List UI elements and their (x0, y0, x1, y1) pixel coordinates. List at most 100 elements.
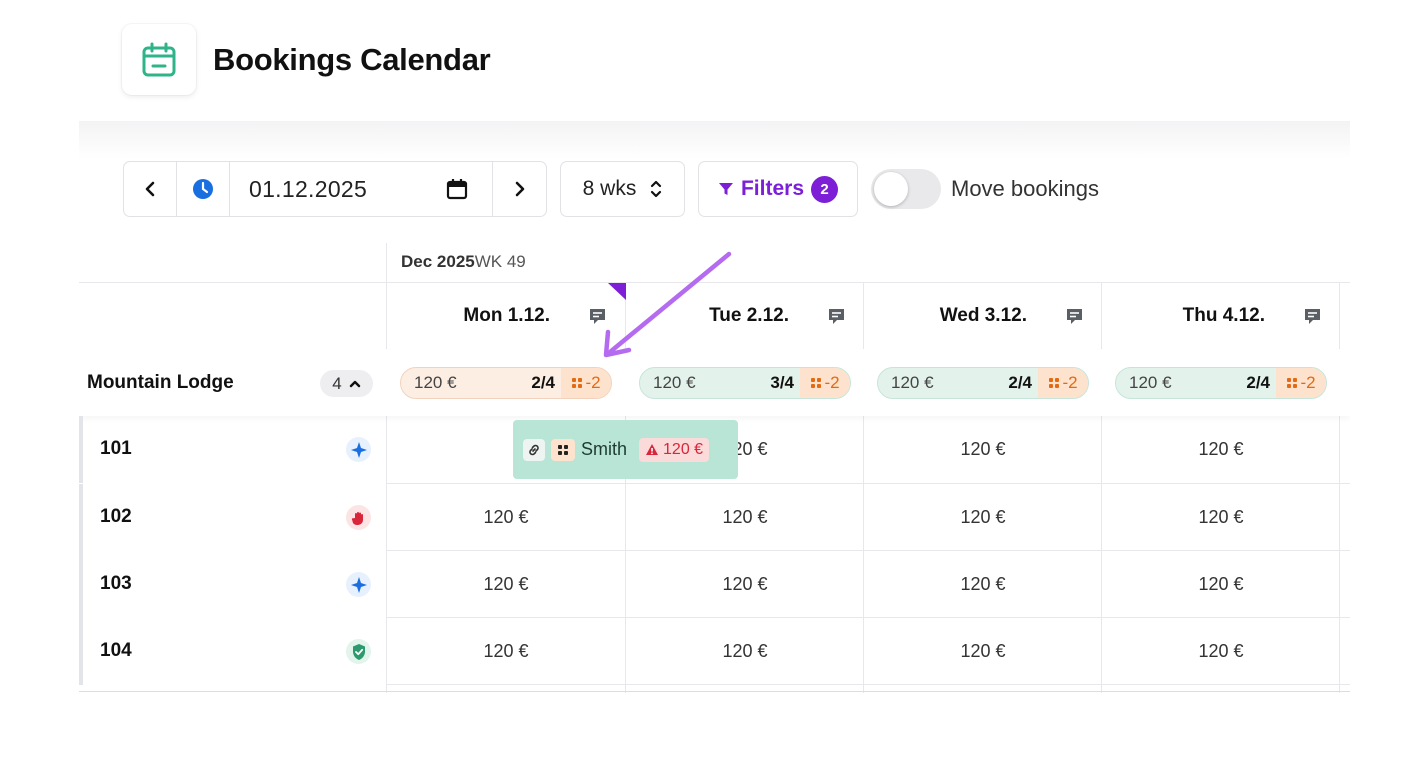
app-header: Bookings Calendar (122, 24, 491, 95)
grid-column-line (386, 243, 387, 693)
occupancy-price: 120 € (653, 373, 696, 392)
group-collapse-button[interactable]: 4 (320, 370, 373, 397)
day-label: Mon 1.12. (463, 305, 550, 326)
group-count: 4 (332, 373, 342, 393)
price-cell[interactable]: 120 € (722, 641, 768, 661)
price-cell[interactable]: 120 € (722, 574, 768, 594)
price-cell[interactable]: 120 € (722, 507, 768, 527)
price-cell[interactable]: 120 € (483, 507, 529, 527)
grid-dots-icon (1049, 378, 1060, 388)
day-label: Wed 3.12. (939, 305, 1027, 326)
price-cell[interactable]: 120 € (1198, 507, 1244, 527)
grid-row-line (387, 684, 1350, 685)
booking-guest-name: Smith (581, 439, 628, 459)
booking-payment-alert[interactable]: 120 € (639, 437, 710, 462)
occupancy-pill[interactable]: 120 € 2/4 -2 (400, 367, 612, 399)
filters-button[interactable]: Filters 2 (698, 161, 858, 217)
grid-dots-icon (1287, 378, 1298, 388)
toggle-knob (874, 172, 908, 206)
price-cell[interactable]: 120 € (483, 641, 529, 661)
occupancy-delta: -2 (1038, 368, 1088, 398)
grid-dots-icon (572, 378, 583, 388)
date-value: 01.12.2025 (249, 175, 368, 202)
month-week-label: Dec 2025WK 49 (401, 252, 526, 272)
month-label: Dec 2025 (401, 252, 475, 271)
price-cell[interactable]: 120 € (960, 439, 1006, 459)
group-row: Mountain Lodge 4 120 € 2/4 -2 120 € 3/4 … (79, 349, 1350, 416)
occupancy-delta: -2 (800, 368, 850, 398)
price-cell[interactable]: 120 € (960, 641, 1006, 661)
group-name: Mountain Lodge (87, 372, 234, 393)
comment-icon[interactable] (1065, 307, 1084, 326)
day-label: Tue 2.12. (709, 305, 789, 326)
occupancy-pill[interactable]: 120 € 3/4 -2 (639, 367, 851, 399)
occupancy-pill[interactable]: 120 € 2/4 -2 (1115, 367, 1327, 399)
date-input[interactable]: 01.12.2025 (230, 162, 493, 216)
page-title: Bookings Calendar (213, 41, 491, 77)
room-row: 104 120 € 120 € 120 € 120 € (79, 618, 1350, 685)
price-cell[interactable]: 120 € (1198, 641, 1244, 661)
day-header[interactable]: Thu 4.12. (1102, 283, 1340, 349)
price-cell[interactable]: 120 € (960, 507, 1006, 527)
day-header[interactable]: Mon 1.12. (387, 283, 625, 349)
today-button[interactable] (177, 162, 230, 216)
occupancy-ratio: 3/4 (770, 373, 794, 392)
occupancy-delta: -2 (1276, 368, 1326, 398)
annotation-arrow-icon (603, 251, 732, 358)
room-number: 104 (100, 640, 132, 661)
occupancy-price: 120 € (891, 373, 934, 392)
grid-row-line (387, 550, 1350, 551)
room-row: 102 120 € 120 € 120 € 120 € (79, 484, 1350, 551)
occupancy-price: 120 € (414, 373, 457, 392)
hand-stop-icon[interactable] (346, 505, 371, 530)
price-cell[interactable]: 120 € (483, 574, 529, 594)
booking-bar[interactable]: Smith 120 € (513, 420, 738, 479)
occupancy-delta: -2 (561, 368, 611, 398)
room-number: 101 (100, 438, 132, 459)
booking-amount: 120 € (663, 440, 704, 458)
sparkle-icon[interactable] (346, 572, 371, 597)
grid-column-line (1339, 283, 1340, 693)
grid-dots-icon (551, 438, 575, 461)
grid-dots-icon (811, 378, 822, 388)
check-shield-icon[interactable] (346, 639, 371, 664)
clock-icon (193, 179, 213, 199)
room-number: 103 (100, 573, 132, 594)
up-down-chevron-icon (651, 180, 662, 198)
calendar-toolbar: 01.12.2025 8 wks Filters 2 Move (123, 161, 1099, 217)
week-label: WK 49 (474, 252, 526, 271)
price-cell[interactable]: 120 € (1198, 574, 1244, 594)
sparkle-icon[interactable] (346, 437, 371, 462)
occupancy-pill[interactable]: 120 € 2/4 -2 (877, 367, 1089, 399)
chevron-right-icon (515, 181, 524, 197)
room-row: 103 120 € 120 € 120 € 120 € (79, 551, 1350, 618)
comment-icon[interactable] (588, 307, 607, 326)
price-cell[interactable]: 120 € (960, 574, 1006, 594)
calendar-icon (122, 24, 196, 95)
next-button[interactable] (493, 162, 546, 216)
grid-column-line (1101, 283, 1102, 693)
room-row: 101 120 € 120 € 120 € (79, 416, 1350, 483)
calendar-picker-icon[interactable] (446, 178, 468, 200)
comment-icon[interactable] (827, 307, 846, 326)
funnel-icon (718, 183, 733, 195)
chevron-up-icon (349, 380, 360, 388)
weeks-select[interactable]: 8 wks (560, 161, 685, 217)
occupancy-delta-value: -2 (824, 373, 840, 392)
today-marker-icon (608, 283, 626, 300)
grid-bottom-border (79, 691, 1350, 692)
room-number: 102 (100, 506, 132, 527)
price-cell[interactable]: 120 € (1198, 439, 1244, 459)
day-label: Thu 4.12. (1182, 305, 1265, 326)
previous-button[interactable] (124, 162, 177, 216)
occupancy-ratio: 2/4 (531, 373, 555, 392)
filters-label: Filters (740, 177, 805, 200)
day-header[interactable]: Tue 2.12. (626, 283, 864, 349)
move-bookings-toggle[interactable] (871, 169, 941, 209)
day-header[interactable]: Wed 3.12. (864, 283, 1102, 349)
link-icon[interactable] (523, 438, 545, 461)
occupancy-delta-value: -2 (1062, 373, 1078, 392)
occupancy-ratio: 2/4 (1246, 373, 1270, 392)
comment-icon[interactable] (1303, 307, 1322, 326)
grid-column-line (863, 283, 864, 693)
